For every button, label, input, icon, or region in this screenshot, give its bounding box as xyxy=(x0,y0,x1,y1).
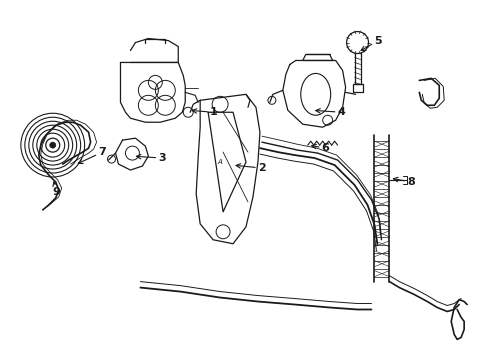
Text: A: A xyxy=(217,159,222,165)
Text: 1: 1 xyxy=(192,107,218,117)
Text: 9: 9 xyxy=(53,182,61,197)
Text: 5: 5 xyxy=(360,36,381,50)
Text: 8: 8 xyxy=(392,177,414,187)
Text: 4: 4 xyxy=(315,107,345,117)
Circle shape xyxy=(50,142,56,148)
Text: 6: 6 xyxy=(311,143,329,153)
Text: 2: 2 xyxy=(236,163,265,173)
Text: 3: 3 xyxy=(136,153,165,163)
Text: 7: 7 xyxy=(78,147,106,163)
